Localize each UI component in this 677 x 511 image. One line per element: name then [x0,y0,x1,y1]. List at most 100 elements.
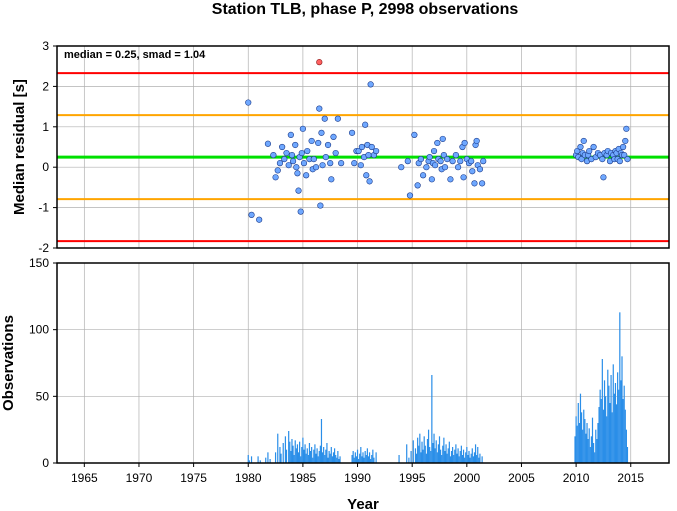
observation-bar [582,429,584,463]
observation-bar [257,456,259,463]
observation-bar [479,453,481,463]
observation-bar [612,364,614,463]
observation-bar [415,453,418,463]
residual-point [619,143,627,151]
residual-point [315,139,322,147]
observation-bar [375,452,377,463]
residual-point [318,129,325,136]
observation-bar [602,409,605,463]
observation-bar [467,455,469,463]
observation-bar [597,423,599,463]
residual-point [473,137,480,145]
observation-bar [619,312,621,463]
residual-point [283,149,290,157]
observation-bar [406,444,408,463]
observation-bar [421,441,423,463]
observation-bar [425,453,427,463]
observation-bar [458,456,460,463]
observation-bar [622,399,624,463]
observation-bar [468,451,470,463]
observation-bar [282,443,284,463]
observation-bar [338,459,340,463]
observation-bar [623,385,625,463]
observations-grid [57,262,669,464]
observation-bar [456,453,458,463]
residual-point [480,158,487,165]
residual-y-ticks: -2 -1 0 1 2 3 [38,39,57,255]
residual-point [281,156,288,163]
residual-point [368,143,375,151]
observation-bar [313,449,315,463]
residual-point [332,149,339,157]
observation-bar [356,449,359,463]
residual-point [434,139,441,147]
residual-point [426,154,433,161]
residual-point [417,156,425,163]
residual-point [330,133,337,140]
residual-point [334,115,341,122]
residual-point [469,168,476,175]
observation-bar [333,448,336,463]
observation-bar [328,451,330,463]
residual-point [471,180,478,187]
observation-bar [248,460,250,463]
observation-bar [305,453,307,463]
observation-bar [446,453,448,463]
residual-y-axis-label: Median residual [s] [11,79,28,215]
observation-bar [621,356,623,463]
residual-point [294,170,301,177]
observation-bar [579,393,582,463]
residual-point [624,156,631,163]
x-axis-label: Year [347,496,379,511]
residual-point [288,151,296,159]
observation-bar [355,456,358,463]
observation-bar [398,455,400,463]
observation-bar [476,455,478,463]
residual-point [362,121,369,128]
observations-y-tick-label: 0 [42,456,49,470]
observation-bar [279,447,281,463]
observation-bar [599,389,601,463]
observations-y-ticks: 0 50 100 150 [29,256,57,470]
observation-bar [466,447,468,463]
residual-point [479,180,486,187]
residual-point [317,202,324,209]
observation-bar [442,445,444,463]
residual-point [264,140,272,147]
observation-bar [325,449,327,463]
residual-point [622,137,629,145]
observation-bar [259,460,261,463]
observation-bar [247,455,249,463]
observation-bar [299,441,301,463]
observation-bar [315,453,317,463]
residual-point [292,141,299,149]
residual-points [245,59,631,223]
observation-bar [620,380,622,463]
observation-bar [457,448,459,463]
observation-bar [364,451,366,463]
residual-point [577,143,584,151]
residual-point [578,156,585,163]
observation-bar [455,444,457,463]
outlier-point [316,59,323,66]
observation-bar [308,443,311,463]
residual-point [454,164,462,171]
observation-bar [443,437,445,463]
residual-y-tick-label: -2 [38,241,49,255]
observations-y-tick-label: 150 [29,256,49,270]
observation-bar [370,459,372,463]
observation-bar [578,423,580,463]
residual-point [279,143,286,151]
observation-bar [580,412,583,463]
observation-bar [335,455,337,463]
residual-point [327,160,334,167]
observation-bar [423,436,425,463]
observation-bar [418,445,420,463]
observation-bar [366,448,368,463]
residual-point [423,164,430,171]
observation-bar [601,359,603,463]
observation-bar [432,443,434,463]
observation-bar [300,456,302,463]
residual-point [316,105,323,112]
